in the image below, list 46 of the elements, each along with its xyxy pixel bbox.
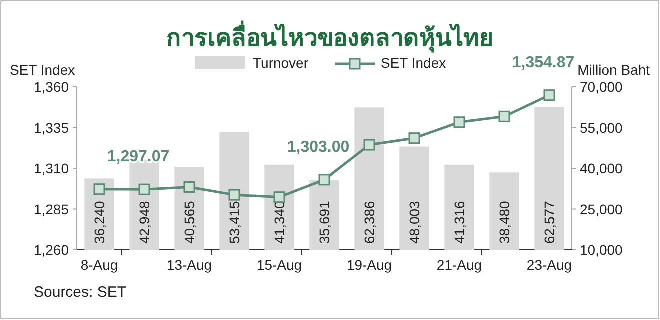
chart-title: การเคลื่อนไหวของตลาดหุ้นไทย bbox=[166, 20, 494, 54]
point bbox=[274, 192, 286, 204]
y2-axis-title: Million Baht bbox=[578, 62, 650, 78]
data-label: 48,003 bbox=[406, 200, 422, 244]
y-tick-label: 1,285 bbox=[34, 201, 70, 218]
point bbox=[94, 184, 106, 196]
point bbox=[184, 181, 196, 193]
legend-label: SET Index bbox=[381, 55, 446, 71]
y2-tick-label: 25,000 bbox=[580, 201, 624, 218]
point bbox=[364, 139, 376, 151]
x-tick-label: 15-Aug bbox=[256, 257, 302, 273]
y-tick-label: 1,260 bbox=[34, 242, 70, 258]
data-label: 38,480 bbox=[496, 200, 512, 244]
point bbox=[408, 132, 420, 144]
y2-tick-label: 10,000 bbox=[580, 242, 624, 258]
data-label: 53,415 bbox=[226, 200, 242, 244]
point bbox=[498, 110, 510, 122]
legend-label: Turnover bbox=[253, 55, 309, 71]
data-label: 35,691 bbox=[316, 200, 332, 244]
data-label: 40,565 bbox=[182, 200, 198, 244]
x-tick-label: 8-Aug bbox=[80, 257, 118, 273]
point bbox=[228, 189, 240, 201]
x-tick-label: 23-Aug bbox=[526, 257, 572, 273]
y-tick-label: 1,335 bbox=[34, 120, 70, 136]
y-axis-title: SET Index bbox=[10, 62, 76, 78]
data-label: 42,948 bbox=[136, 200, 152, 244]
point bbox=[454, 116, 466, 128]
point bbox=[544, 90, 556, 102]
y-tick-label: 1,360 bbox=[34, 79, 70, 95]
data-label: 41,316 bbox=[452, 200, 468, 244]
point bbox=[318, 174, 330, 186]
x-tick-label: 19-Aug bbox=[346, 257, 392, 273]
data-label: 62,386 bbox=[362, 200, 378, 244]
source-note: Sources: SET bbox=[34, 284, 127, 301]
point bbox=[138, 184, 150, 196]
data-label: 62,577 bbox=[542, 200, 558, 244]
y2-tick-label: 55,000 bbox=[580, 120, 624, 136]
data-label: 36,240 bbox=[92, 200, 108, 244]
x-tick-label: 21-Aug bbox=[436, 257, 482, 273]
y2-tick-label: 40,000 bbox=[580, 160, 624, 176]
y-tick-label: 1,310 bbox=[34, 160, 70, 176]
data-label: 1,303.00 bbox=[287, 138, 350, 156]
data-label: 1,354.87 bbox=[512, 54, 575, 72]
x-tick-label: 13-Aug bbox=[166, 257, 212, 273]
data-label: 1,297.07 bbox=[107, 148, 170, 166]
y2-tick-label: 70,000 bbox=[580, 79, 624, 95]
